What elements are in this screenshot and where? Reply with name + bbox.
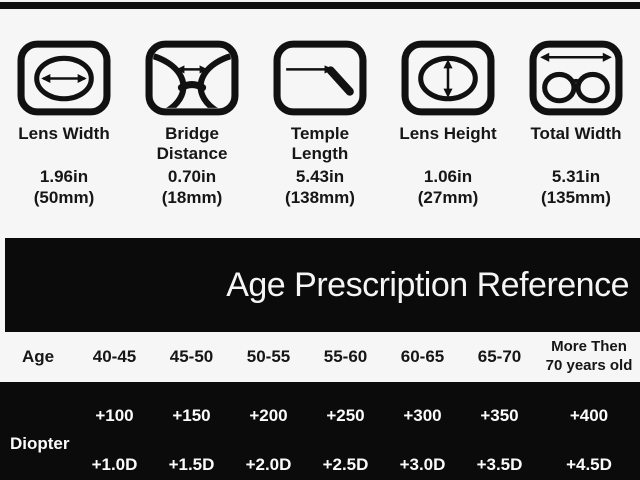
header-45-50: 45-50 (169, 347, 214, 366)
diopter-value: +3.5D (476, 455, 523, 474)
diopter-value: +2.0D (245, 455, 292, 474)
spec-label: Lens Height (399, 124, 497, 143)
banner-title: Age Prescription Reference (226, 265, 629, 304)
diopter-value: +150 (172, 406, 211, 425)
header-age: Age (21, 347, 55, 366)
measurement-specs: Lens Width 1.96in (50mm) Bridge Distance… (0, 40, 640, 209)
spec-label: Lens Width (18, 124, 110, 143)
diopter-value: +4.5D (566, 455, 612, 474)
header-60-65: 60-65 (400, 347, 445, 366)
spec-lens-width: Lens Width 1.96in (50mm) (0, 40, 128, 209)
lens-width-icon (17, 40, 111, 116)
spec-value: 0.70in (18mm) (161, 167, 223, 208)
diopter-row-label: Diopter (10, 434, 70, 453)
header-55-60: 55-60 (323, 347, 368, 366)
bridge-distance-icon (145, 40, 239, 116)
diopter-value: +1.5D (168, 455, 215, 474)
header-65-70: 65-70 (477, 347, 522, 366)
spec-value: 5.31in (135mm) (541, 167, 611, 208)
diopter-value: +3.0D (399, 455, 446, 474)
spec-lens-height: Lens Height 1.06in (27mm) (384, 40, 512, 209)
spec-value: 1.06in (27mm) (417, 167, 479, 208)
spec-label: Temple Length (290, 124, 350, 163)
diopter-value: +2.5D (322, 455, 369, 474)
diopter-table-body: Diopter +100 +150 +200 +250 +300 +350 +4… (0, 382, 640, 480)
age-table-header: Age 40-45 45-50 50-55 55-60 60-65 65-70 … (0, 332, 640, 382)
diopter-value: +1.0D (91, 455, 138, 474)
diopter-value: +250 (326, 406, 365, 425)
diopter-value: +300 (403, 406, 442, 425)
header-more-than-70: More Then 70 years old (545, 338, 633, 374)
diopter-value: +350 (480, 406, 519, 425)
spec-total-width: Total Width 5.31in (135mm) (512, 40, 640, 209)
diopter-value: +100 (95, 406, 134, 425)
top-divider-bar (0, 2, 640, 9)
spec-bridge-distance: Bridge Distance 0.70in (18mm) (128, 40, 256, 209)
temple-length-icon (273, 40, 367, 116)
spec-value: 1.96in (50mm) (33, 167, 95, 208)
diopter-value: +200 (249, 406, 288, 425)
total-width-icon (529, 40, 623, 116)
header-40-45: 40-45 (92, 347, 137, 366)
spec-label: Bridge Distance (156, 124, 228, 163)
diopter-value: +400 (569, 406, 609, 425)
spec-label: Total Width (530, 124, 622, 143)
spec-temple-length: Temple Length 5.43in (138mm) (256, 40, 384, 209)
header-50-55: 50-55 (246, 347, 291, 366)
spec-value: 5.43in (138mm) (285, 167, 355, 208)
banner-age-prescription-reference: Age Prescription Reference (5, 238, 640, 332)
lens-height-icon (401, 40, 495, 116)
